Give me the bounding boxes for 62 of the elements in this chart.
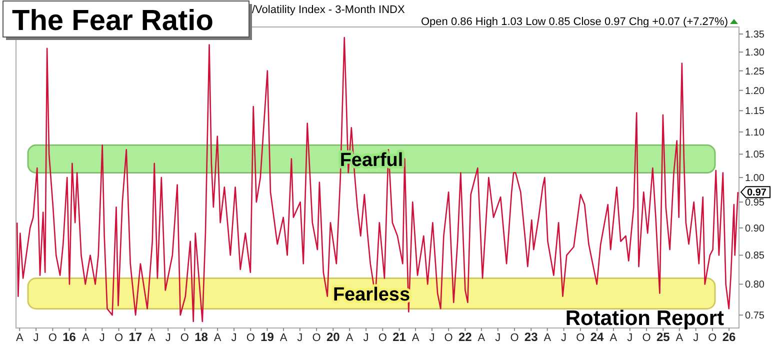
x-tick-label: J [297, 332, 303, 344]
x-tick-label: O [48, 332, 58, 344]
x-tick-label: A [478, 332, 486, 344]
x-tick-label: J [99, 332, 105, 344]
x-tick-label: O [576, 332, 586, 344]
annotation: Rotation Report [565, 307, 724, 330]
x-tick-label: A [214, 332, 222, 344]
x-tick-label: J [561, 332, 567, 344]
x-tick-label: A [280, 332, 288, 344]
y-tick-label: 1.15 [745, 106, 765, 118]
y-tick-label: 0.80 [745, 280, 765, 291]
x-tick-label: 22 [458, 330, 472, 344]
y-tick-label: 0.75 [745, 310, 765, 322]
x-tick-label: J [165, 332, 171, 344]
x-tick-label: 25 [656, 330, 670, 344]
x-tick-label: O [312, 332, 322, 344]
x-tick-label: O [180, 332, 190, 344]
x-tick-label: J [33, 332, 39, 344]
x-tick-label: O [510, 332, 520, 344]
x-tick-label: A [412, 332, 420, 344]
x-tick-label: O [378, 332, 388, 344]
y-tick-label: 0.85 [745, 250, 765, 262]
y-tick-label: 1.20 [745, 86, 765, 97]
annotation: 0.97 [747, 188, 767, 199]
y-tick-label: 0.90 [745, 223, 765, 234]
x-tick-label: A [676, 332, 684, 344]
x-tick-label: J [363, 332, 369, 344]
x-tick-label: A [82, 332, 90, 344]
x-tick-label: 26 [722, 330, 736, 344]
chart-title: The Fear Ratio [12, 5, 214, 37]
x-tick-label: O [444, 332, 454, 344]
x-tick-label: J [627, 332, 633, 344]
x-tick-label: 23 [524, 330, 538, 344]
x-tick-label: O [708, 332, 718, 344]
chart-subtitle: /Volatility Index - 3-Month INDX [252, 4, 406, 16]
x-tick-label: 16 [62, 330, 76, 344]
x-tick-label: J [693, 332, 699, 344]
y-tick-label: 1.35 [745, 30, 765, 41]
x-tick-label: O [246, 332, 256, 344]
x-tick-label: J [429, 332, 435, 344]
x-tick-label: 21 [392, 330, 406, 344]
y-tick-label: 1.05 [745, 150, 765, 161]
x-tick-label: J [231, 332, 237, 344]
y-tick-label: 1.00 [745, 173, 765, 184]
x-tick-label: 18 [194, 330, 208, 344]
x-tick-label: 24 [590, 330, 604, 344]
x-tick-label: 17 [128, 330, 142, 344]
x-tick-label: 19 [260, 330, 274, 344]
y-tick-label: 1.30 [745, 48, 765, 59]
x-tick-label: 20 [326, 330, 340, 344]
y-tick-label: 1.10 [745, 127, 765, 138]
y-tick-label: 0.95 [745, 198, 765, 209]
x-tick-label: O [114, 332, 124, 344]
y-tick-label: 1.25 [745, 66, 765, 78]
x-tick-label: A [346, 332, 354, 344]
x-tick-label: A [610, 332, 618, 344]
x-tick-label: O [642, 332, 652, 344]
x-tick-label: J [495, 332, 501, 344]
x-tick-label: A [148, 332, 156, 344]
annotation: Open 0.86 High 1.03 Low 0.85 Close 0.97 Chg +0.07 (+7.27%) [421, 16, 728, 28]
x-tick-label: A [544, 332, 552, 344]
x-tick-label: A [16, 332, 24, 344]
